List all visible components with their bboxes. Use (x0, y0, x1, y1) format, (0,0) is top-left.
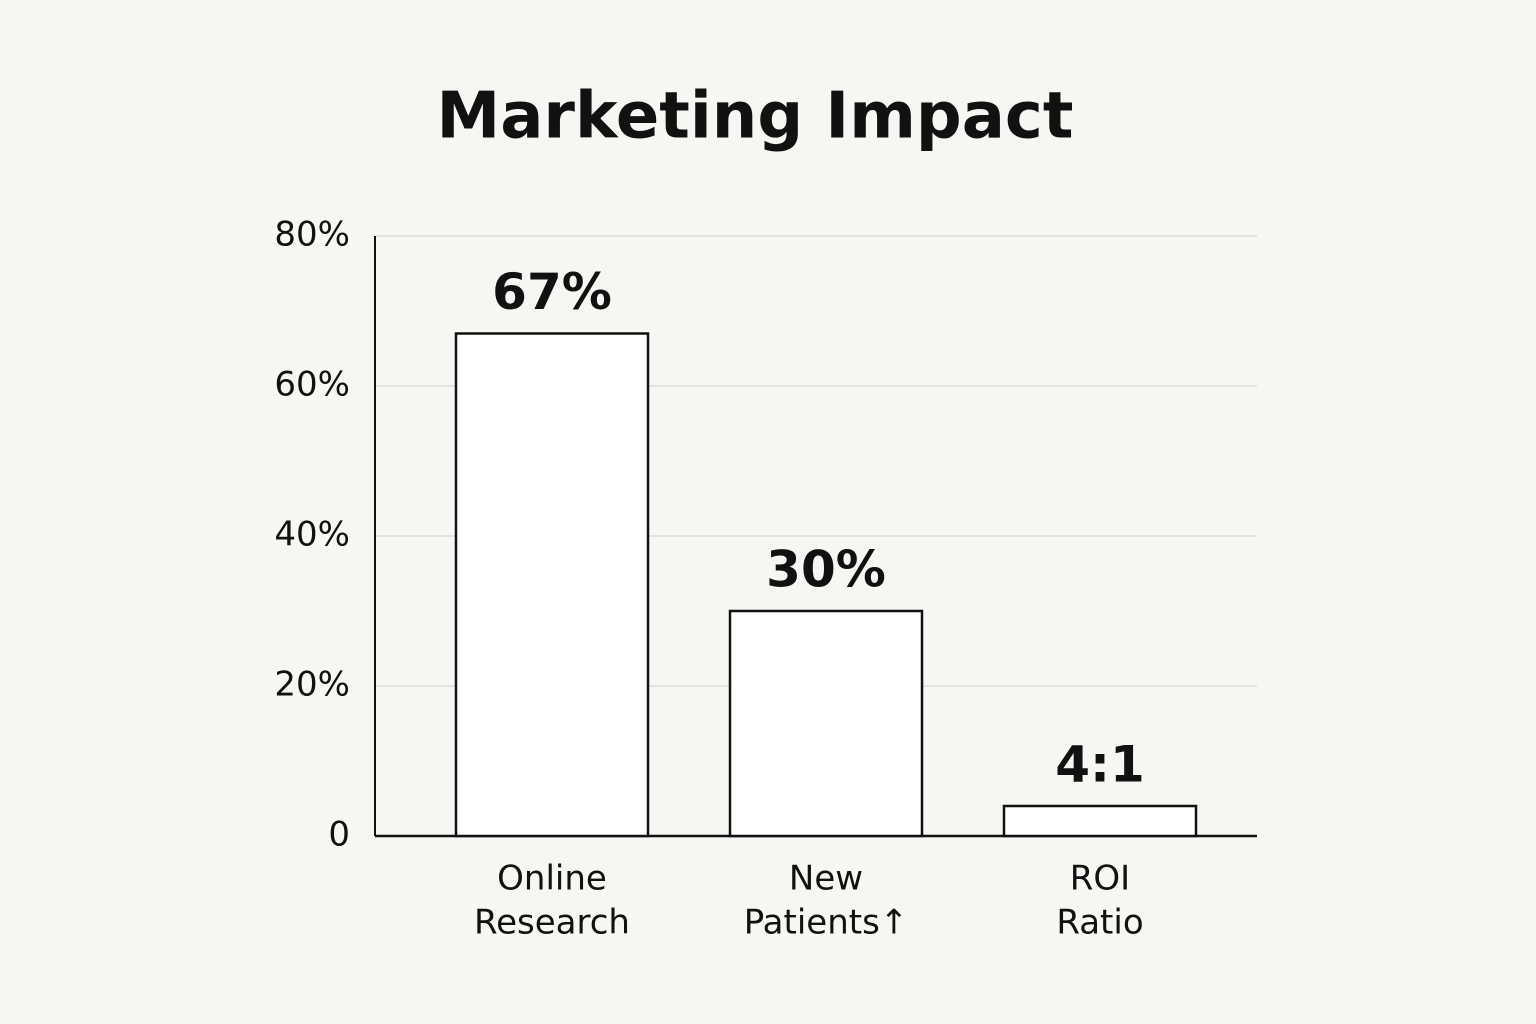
x-tick-label: New (789, 859, 863, 899)
value-label: 67% (492, 263, 612, 321)
y-tick-label: 0 (328, 815, 350, 855)
x-tick-label: Patients↑ (744, 903, 909, 943)
value-label: 4:1 (1055, 736, 1145, 794)
x-tick-label: ROI (1070, 859, 1130, 899)
bar (728, 609, 924, 838)
bar (454, 332, 650, 838)
bar (1002, 804, 1198, 838)
y-tick-label: 60% (274, 365, 350, 405)
y-tick-label: 40% (274, 515, 350, 555)
x-tick-label: Research (474, 903, 630, 943)
y-tick-label: 20% (274, 665, 350, 705)
chart-title: Marketing Impact (437, 80, 1074, 154)
y-tick-label: 80% (274, 215, 350, 255)
x-tick-label: Online (497, 859, 607, 899)
x-tick-label: Ratio (1056, 903, 1143, 943)
value-label: 30% (766, 541, 886, 599)
